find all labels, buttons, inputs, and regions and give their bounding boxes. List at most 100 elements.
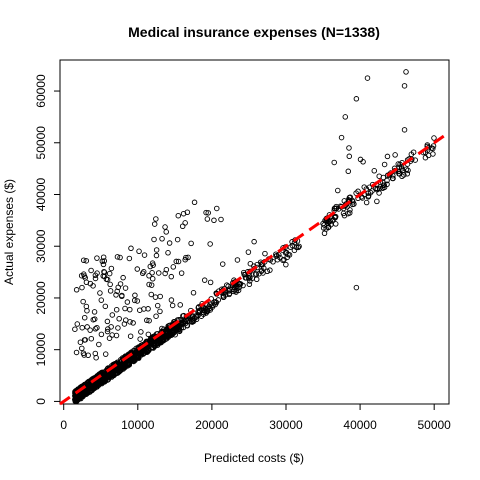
data-point — [114, 254, 121, 260]
data-point — [260, 270, 266, 276]
data-point — [159, 236, 165, 242]
data-point — [157, 308, 163, 315]
data-point — [403, 69, 409, 75]
data-point — [150, 262, 156, 268]
data-point — [180, 317, 186, 323]
data-point — [287, 244, 294, 250]
data-point — [332, 221, 339, 227]
data-point — [412, 157, 418, 163]
x-tick-label: 10000 — [121, 418, 155, 432]
data-point — [231, 286, 237, 293]
data-point — [156, 270, 162, 276]
data-point — [86, 387, 93, 393]
data-point — [100, 254, 107, 260]
data-point — [231, 288, 237, 295]
data-point — [242, 275, 249, 281]
data-point — [73, 287, 80, 293]
y-tick-label: 60000 — [34, 74, 48, 108]
data-point — [115, 369, 122, 375]
data-point — [246, 281, 253, 288]
data-point — [258, 268, 265, 275]
data-point — [72, 326, 78, 332]
data-point — [90, 384, 96, 390]
data-point — [146, 273, 152, 279]
data-point — [201, 277, 208, 283]
data-point — [175, 325, 181, 332]
data-point — [117, 254, 123, 261]
data-point — [127, 333, 134, 339]
data-point — [100, 370, 107, 376]
data-point — [109, 312, 116, 318]
data-point — [162, 270, 168, 277]
data-point — [220, 294, 227, 300]
data-point — [153, 252, 160, 259]
data-point — [92, 350, 99, 357]
data-point — [175, 212, 182, 219]
data-point — [127, 306, 133, 313]
data-point — [113, 306, 120, 313]
x-tick-label: 30000 — [269, 418, 303, 432]
data-point — [74, 321, 81, 327]
data-point — [401, 127, 408, 133]
data-point — [90, 316, 97, 323]
data-point — [347, 210, 353, 216]
data-point — [262, 250, 268, 257]
data-point — [92, 272, 99, 279]
data-point — [153, 216, 159, 222]
data-point — [77, 339, 84, 345]
data-point — [242, 271, 248, 278]
data-point — [130, 320, 136, 326]
data-point — [113, 292, 119, 298]
data-point — [398, 164, 405, 170]
data-point — [119, 292, 125, 299]
data-point — [124, 299, 131, 305]
data-point — [93, 354, 99, 361]
data-point — [93, 381, 100, 388]
data-point — [121, 321, 128, 327]
x-tick-label: 40000 — [343, 418, 377, 432]
data-point — [73, 349, 80, 356]
y-tick-label: 10000 — [34, 333, 48, 367]
data-point — [363, 199, 370, 206]
data-point — [374, 198, 380, 205]
data-point — [189, 319, 196, 325]
data-point — [159, 325, 165, 332]
data-point — [116, 316, 122, 322]
data-point — [146, 281, 152, 288]
data-point — [191, 199, 198, 206]
data-point — [84, 307, 90, 314]
data-point — [165, 334, 172, 340]
data-point — [126, 255, 133, 262]
y-axis-label: Actual expenses ($) — [2, 179, 16, 285]
data-point — [240, 282, 246, 289]
data-point — [236, 281, 243, 287]
data-point — [295, 244, 302, 251]
data-point — [99, 380, 105, 387]
data-point — [401, 83, 408, 89]
chart-title: Medical insurance expenses (N=1338) — [128, 24, 380, 40]
data-point — [101, 258, 108, 264]
data-point — [365, 193, 372, 199]
data-point — [374, 186, 380, 193]
data-point — [137, 336, 143, 342]
data-point — [149, 276, 156, 282]
data-point — [357, 156, 364, 163]
data-point — [92, 275, 99, 282]
data-point — [87, 383, 93, 390]
data-point — [149, 270, 155, 276]
data-point — [170, 264, 177, 270]
data-point — [341, 212, 348, 219]
data-point — [185, 254, 191, 261]
data-point — [253, 276, 260, 283]
data-point — [163, 266, 170, 273]
data-point — [201, 307, 207, 314]
data-point — [190, 290, 197, 296]
data-point — [107, 288, 114, 294]
data-point — [335, 187, 341, 194]
data-point — [168, 273, 175, 280]
data-point — [98, 297, 105, 303]
data-point — [134, 298, 141, 304]
y-tick-label: 40000 — [34, 177, 48, 211]
data-point — [174, 325, 181, 331]
data-point — [128, 245, 134, 252]
